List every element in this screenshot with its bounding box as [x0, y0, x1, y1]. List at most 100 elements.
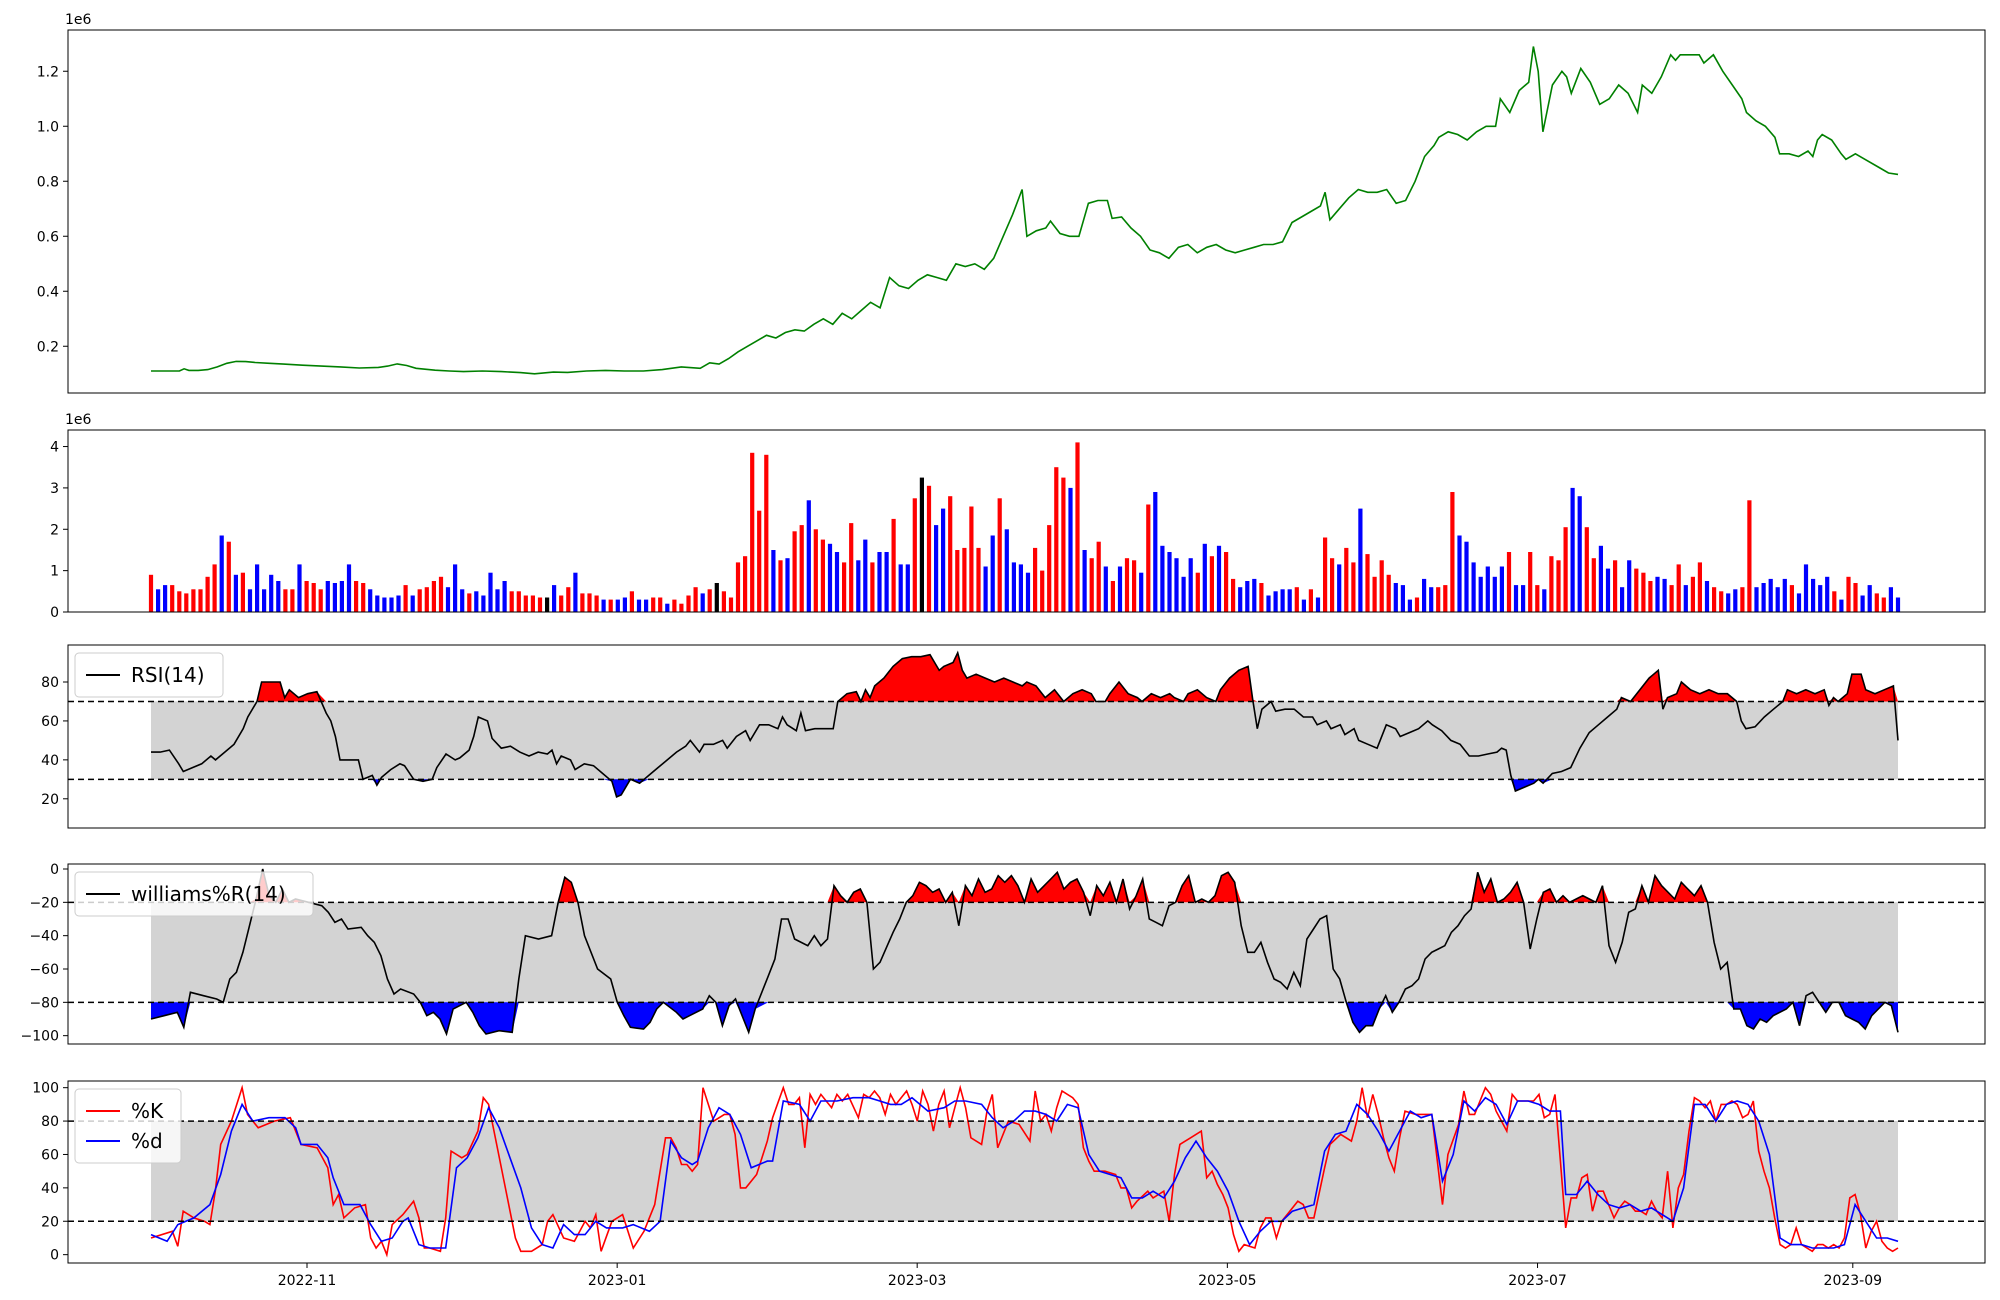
volume-bar [665, 603, 670, 612]
volume-bar [1598, 545, 1603, 612]
volume-bar [1719, 591, 1724, 612]
volume-bar [1895, 597, 1901, 612]
volume-bar [1888, 587, 1893, 612]
volume-bar [1153, 492, 1158, 612]
legend-box [74, 652, 224, 698]
y-tick-label: 80 [41, 675, 59, 691]
volume-bar [1011, 562, 1016, 612]
volume-bar [1818, 585, 1823, 612]
volume-bar [198, 589, 203, 613]
williams-r-panel: 0 −20 −40 −60 −80 −100 williams%R(14) [21, 862, 1986, 1045]
volume-bar [1004, 529, 1009, 612]
volume-bar [1641, 572, 1646, 612]
volume-bar [445, 587, 451, 612]
y-tick-label: 3 [50, 481, 59, 497]
volume-bar [799, 525, 804, 612]
volume-bar [1040, 570, 1045, 612]
volume-bar [410, 595, 415, 612]
y-tick-label: 0 [50, 1248, 59, 1264]
volume-bar [1655, 576, 1660, 612]
volume-bar [1471, 562, 1476, 612]
volume-bar [1577, 496, 1582, 612]
volume-bar [948, 496, 953, 612]
volume-bar [1747, 500, 1752, 612]
volume-bar [177, 591, 182, 612]
x-tick-label: 2023-03 [888, 1273, 947, 1289]
volume-bar [212, 564, 217, 612]
volume-bar [382, 597, 387, 612]
volume-bar [1782, 578, 1787, 612]
volume-bar [1174, 558, 1179, 612]
volume-bar [856, 560, 861, 612]
volume-bar [997, 498, 1002, 613]
volume-bar [1379, 560, 1384, 612]
volume-bar [1853, 583, 1858, 612]
volume-bar [622, 597, 627, 612]
volume-bar [1563, 527, 1568, 612]
volume-bar [1110, 581, 1115, 612]
stoch-line-d [150, 1096, 1899, 1249]
volume-bar [721, 591, 726, 612]
volume-bar [1457, 535, 1462, 612]
volume-bar [573, 572, 578, 612]
volume-bar [552, 585, 557, 612]
volume-bar [262, 589, 267, 613]
volume-panel: 0 1 2 3 4 1e6 [50, 412, 1986, 621]
volume-bar [346, 564, 352, 612]
volume-bar [1676, 564, 1681, 612]
threshold-band [151, 1121, 1898, 1222]
volume-bar [1429, 587, 1434, 612]
volume-bar [283, 589, 288, 613]
volume-bar [325, 581, 330, 612]
y-tick-label: 60 [41, 714, 59, 730]
volume-bar [1386, 574, 1391, 612]
volume-bar [163, 585, 168, 612]
y-tick-label: 0.4 [37, 284, 59, 300]
volume-bar [226, 541, 231, 612]
y-tick-label: 0.6 [37, 229, 59, 245]
volume-bar [1591, 558, 1596, 612]
volume-bar [438, 576, 444, 612]
volume-bar [941, 508, 946, 612]
volume-bar [926, 485, 932, 612]
volume-bar [700, 593, 705, 612]
volume-bar [849, 523, 854, 612]
volume-bar [1124, 558, 1130, 612]
volume-bar [1181, 576, 1186, 612]
volume-bar [389, 597, 394, 612]
volume-bar [1209, 556, 1214, 612]
volume-bar [523, 595, 528, 612]
volume-bar [1613, 560, 1618, 612]
volume-bar [361, 583, 366, 612]
overbought-fill [151, 869, 1898, 903]
volume-bar [1351, 562, 1356, 612]
y-tick-label: 1.0 [37, 119, 59, 135]
volume-bar [912, 498, 917, 613]
volume-bar [481, 595, 486, 612]
volume-bar [1535, 585, 1540, 612]
volume-bar [1018, 564, 1023, 612]
volume-bar [1146, 504, 1151, 612]
volume-bar [983, 566, 988, 612]
volume-bar [1323, 537, 1328, 612]
y-tick-label: 1.2 [37, 64, 59, 80]
volume-bar [1025, 572, 1031, 612]
volume-bar [1400, 585, 1405, 612]
volume-bar [1499, 566, 1504, 612]
volume-bar [813, 529, 818, 612]
legend-label: williams%R(14) [131, 882, 286, 906]
volume-bar [1061, 477, 1066, 612]
volume-bar [1542, 589, 1547, 613]
volume-bar [898, 564, 903, 612]
y-tick-label: −100 [21, 1029, 59, 1045]
volume-bar [863, 539, 868, 612]
volume-bar [1245, 581, 1250, 612]
volume-bar [1825, 576, 1830, 612]
volume-bar [1860, 595, 1865, 612]
volume-bar [1627, 560, 1632, 612]
axes-frame [67, 29, 1986, 394]
volume-bar [1033, 547, 1038, 612]
volume-bar [1690, 576, 1695, 612]
volume-bar [842, 562, 847, 612]
volume-bar [269, 574, 274, 612]
